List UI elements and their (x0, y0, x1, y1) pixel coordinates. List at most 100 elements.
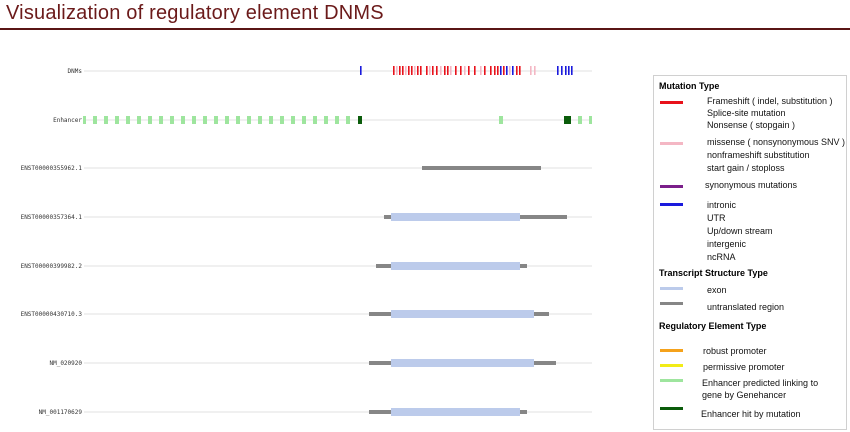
enhancer-predicted-block (335, 116, 339, 124)
mutation-mark-frameshift (393, 66, 395, 75)
enhancer-predicted-block (170, 116, 174, 124)
enhancer-predicted-block (258, 116, 262, 124)
enhancer-predicted-block (302, 116, 306, 124)
enhancer-predicted-block (291, 116, 295, 124)
mutation-mark-frameshift (402, 66, 404, 75)
mutation-mark-frameshift (494, 66, 496, 75)
mutation-mark-frameshift (497, 66, 499, 75)
legend-swatch-utr (660, 302, 683, 305)
mutation-mark-intronic (557, 66, 559, 75)
mutation-mark-intronic (506, 66, 508, 75)
legend-header-transcript-structure: Transcript Structure Type (659, 268, 768, 278)
legend-swatch-enhancer-predicted (660, 379, 683, 382)
mutation-mark-missense (464, 66, 466, 75)
enhancer-predicted-block (137, 116, 141, 124)
legend-header-mutation-type: Mutation Type (659, 81, 720, 91)
mutation-mark-frameshift (447, 66, 449, 75)
enhancer-predicted-block (104, 116, 108, 124)
legend-label: ncRNA (707, 252, 736, 262)
mutation-mark-frameshift (484, 66, 486, 75)
mutation-mark-frameshift (460, 66, 462, 75)
transcript-label: ENST00000357364.1 (21, 214, 83, 221)
mutation-mark-missense (480, 66, 482, 75)
utr-segment (422, 166, 541, 170)
mutation-mark-intronic (565, 66, 567, 75)
enhancer-predicted-block (269, 116, 273, 124)
transcript-track: NM_020920 (49, 359, 592, 367)
legend-label: Nonsense ( stopgain ) (707, 120, 796, 130)
mutation-mark-missense (429, 66, 431, 75)
mutation-mark-frameshift (408, 66, 410, 75)
enhancer-predicted-block (313, 116, 317, 124)
enhancer-blocks (83, 116, 592, 124)
legend-label: robust promoter (703, 346, 767, 356)
mutation-mark-missense (405, 66, 407, 75)
mutation-mark-intronic (512, 66, 514, 75)
legend-swatch-enhancer-hit (660, 407, 683, 410)
enhancer-predicted-block (159, 116, 163, 124)
mutation-mark-missense (396, 66, 398, 75)
legend-swatch-synonymous (660, 185, 683, 188)
legend-label: nonframeshift substitution (707, 150, 810, 160)
legend-label: Enhancer predicted linking to (702, 378, 819, 388)
mutation-mark-missense (440, 66, 442, 75)
legend-label: Frameshift ( indel, substitution ) (707, 96, 833, 106)
legend-label: Enhancer hit by mutation (701, 409, 801, 419)
enhancer-predicted-block (115, 116, 119, 124)
transcript-label: ENST00000430710.3 (21, 311, 83, 318)
exon-segment (391, 213, 520, 221)
mutation-mark-frameshift (519, 66, 521, 75)
track-label-dnms: DNMs (68, 68, 83, 75)
mutation-mark-frameshift (455, 66, 457, 75)
mutation-mark-frameshift (411, 66, 413, 75)
enhancer-predicted-block (346, 116, 350, 124)
track-panel: DNMs Enhancer ENST00000355962.1 ENST0000… (21, 66, 592, 416)
mutation-mark-frameshift (432, 66, 434, 75)
exon-segment (391, 408, 520, 416)
track-label-enhancer: Enhancer (53, 117, 82, 124)
transcript-label: ENST00000399982.2 (21, 263, 83, 270)
legend-label: UTR (707, 213, 726, 223)
mutation-mark-intronic (360, 66, 362, 75)
legend-label: intergenic (707, 239, 747, 249)
exon-segment (391, 359, 534, 367)
enhancer-predicted-block (578, 116, 582, 124)
mutation-mark-frameshift (420, 66, 422, 75)
enhancer-hit-block (564, 116, 571, 124)
enhancer-predicted-block (203, 116, 207, 124)
enhancer-predicted-block (93, 116, 97, 124)
enhancer-predicted-block (83, 116, 86, 124)
mutation-mark-frameshift (503, 66, 505, 75)
mutation-mark-frameshift (436, 66, 438, 75)
exon-segment (391, 310, 534, 318)
mutation-mark-missense (509, 66, 511, 75)
legend-label: gene by Genehancer (702, 390, 787, 400)
transcript-track: NM_001170629 (39, 408, 592, 416)
mutation-mark-frameshift (417, 66, 419, 75)
enhancer-predicted-block (280, 116, 284, 124)
dnms-mutation-marks (360, 66, 573, 75)
mutation-mark-intronic (561, 66, 563, 75)
mutation-mark-frameshift (444, 66, 446, 75)
mutation-mark-frameshift (399, 66, 401, 75)
mutation-mark-missense (414, 66, 416, 75)
enhancer-predicted-block (247, 116, 251, 124)
mutation-mark-missense (530, 66, 532, 75)
mutation-mark-missense (534, 66, 536, 75)
enhancer-predicted-block (214, 116, 218, 124)
enhancer-predicted-block (589, 116, 592, 124)
legend-swatch-missense (660, 142, 683, 145)
mutation-mark-frameshift (426, 66, 428, 75)
enhancer-predicted-block (499, 116, 503, 124)
exon-segment (391, 262, 520, 270)
transcript-track: ENST00000355962.1 (21, 165, 592, 172)
legend-swatch-frameshift (660, 101, 683, 104)
page-title: Visualization of regulatory element DNMS (6, 2, 384, 24)
legend-header-regulatory-element: Regulatory Element Type (659, 321, 767, 331)
legend-panel: Mutation Type Frameshift ( indel, substi… (653, 75, 847, 430)
transcript-label: ENST00000355962.1 (21, 165, 83, 172)
title-divider (0, 28, 850, 30)
transcript-track: ENST00000399982.2 (21, 262, 592, 270)
mutation-mark-intronic (568, 66, 570, 75)
transcript-label: NM_020920 (49, 360, 82, 367)
